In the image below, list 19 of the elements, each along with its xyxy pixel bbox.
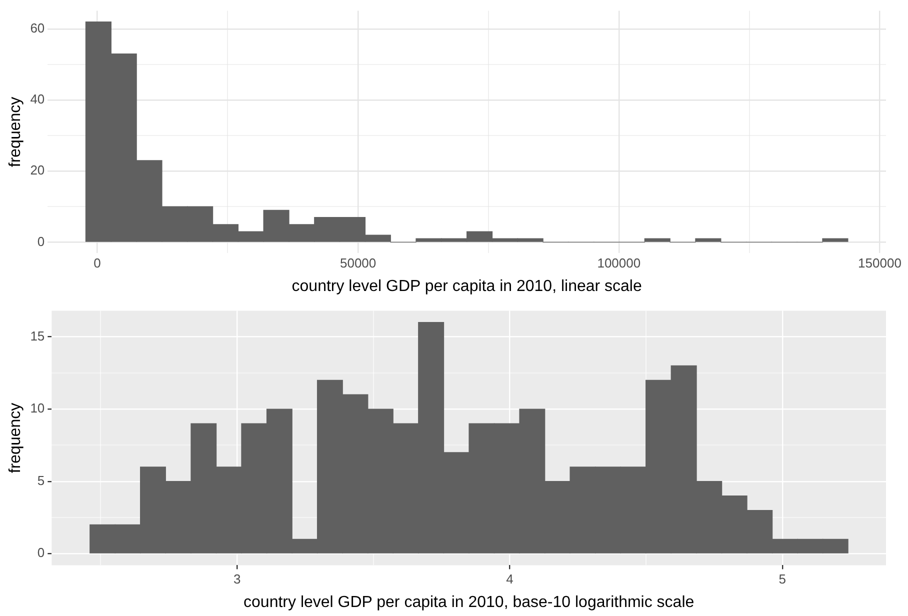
x-tick-label: 3 <box>233 572 241 587</box>
y-tick-label: 60 <box>30 20 45 36</box>
y-tick-label: 10 <box>30 400 45 416</box>
y-tick-label: 15 <box>30 328 45 344</box>
x-tick-label: 0 <box>94 256 101 271</box>
x-tick-label: 150000 <box>858 256 902 271</box>
y-tick-label: 40 <box>30 92 45 107</box>
x-axis-title: country level GDP per capita in 2010, base-10 logarithmic scale <box>244 594 694 611</box>
x-tick-label: 100000 <box>597 256 641 271</box>
x-tick-label: 4 <box>506 572 514 587</box>
y-axis-title: frequency <box>7 402 24 474</box>
y-tick-label: 20 <box>30 162 45 178</box>
y-tick-label: 5 <box>37 472 45 488</box>
x-tick-label: 50000 <box>340 256 376 271</box>
x-tick-label: 5 <box>778 572 786 587</box>
x-axis-title: country level GDP per capita in 2010, linear scale <box>292 278 642 295</box>
y-tick-label: 0 <box>37 545 45 560</box>
y-axis-title: frequency <box>7 96 24 168</box>
y-tick-label: 0 <box>37 234 45 249</box>
